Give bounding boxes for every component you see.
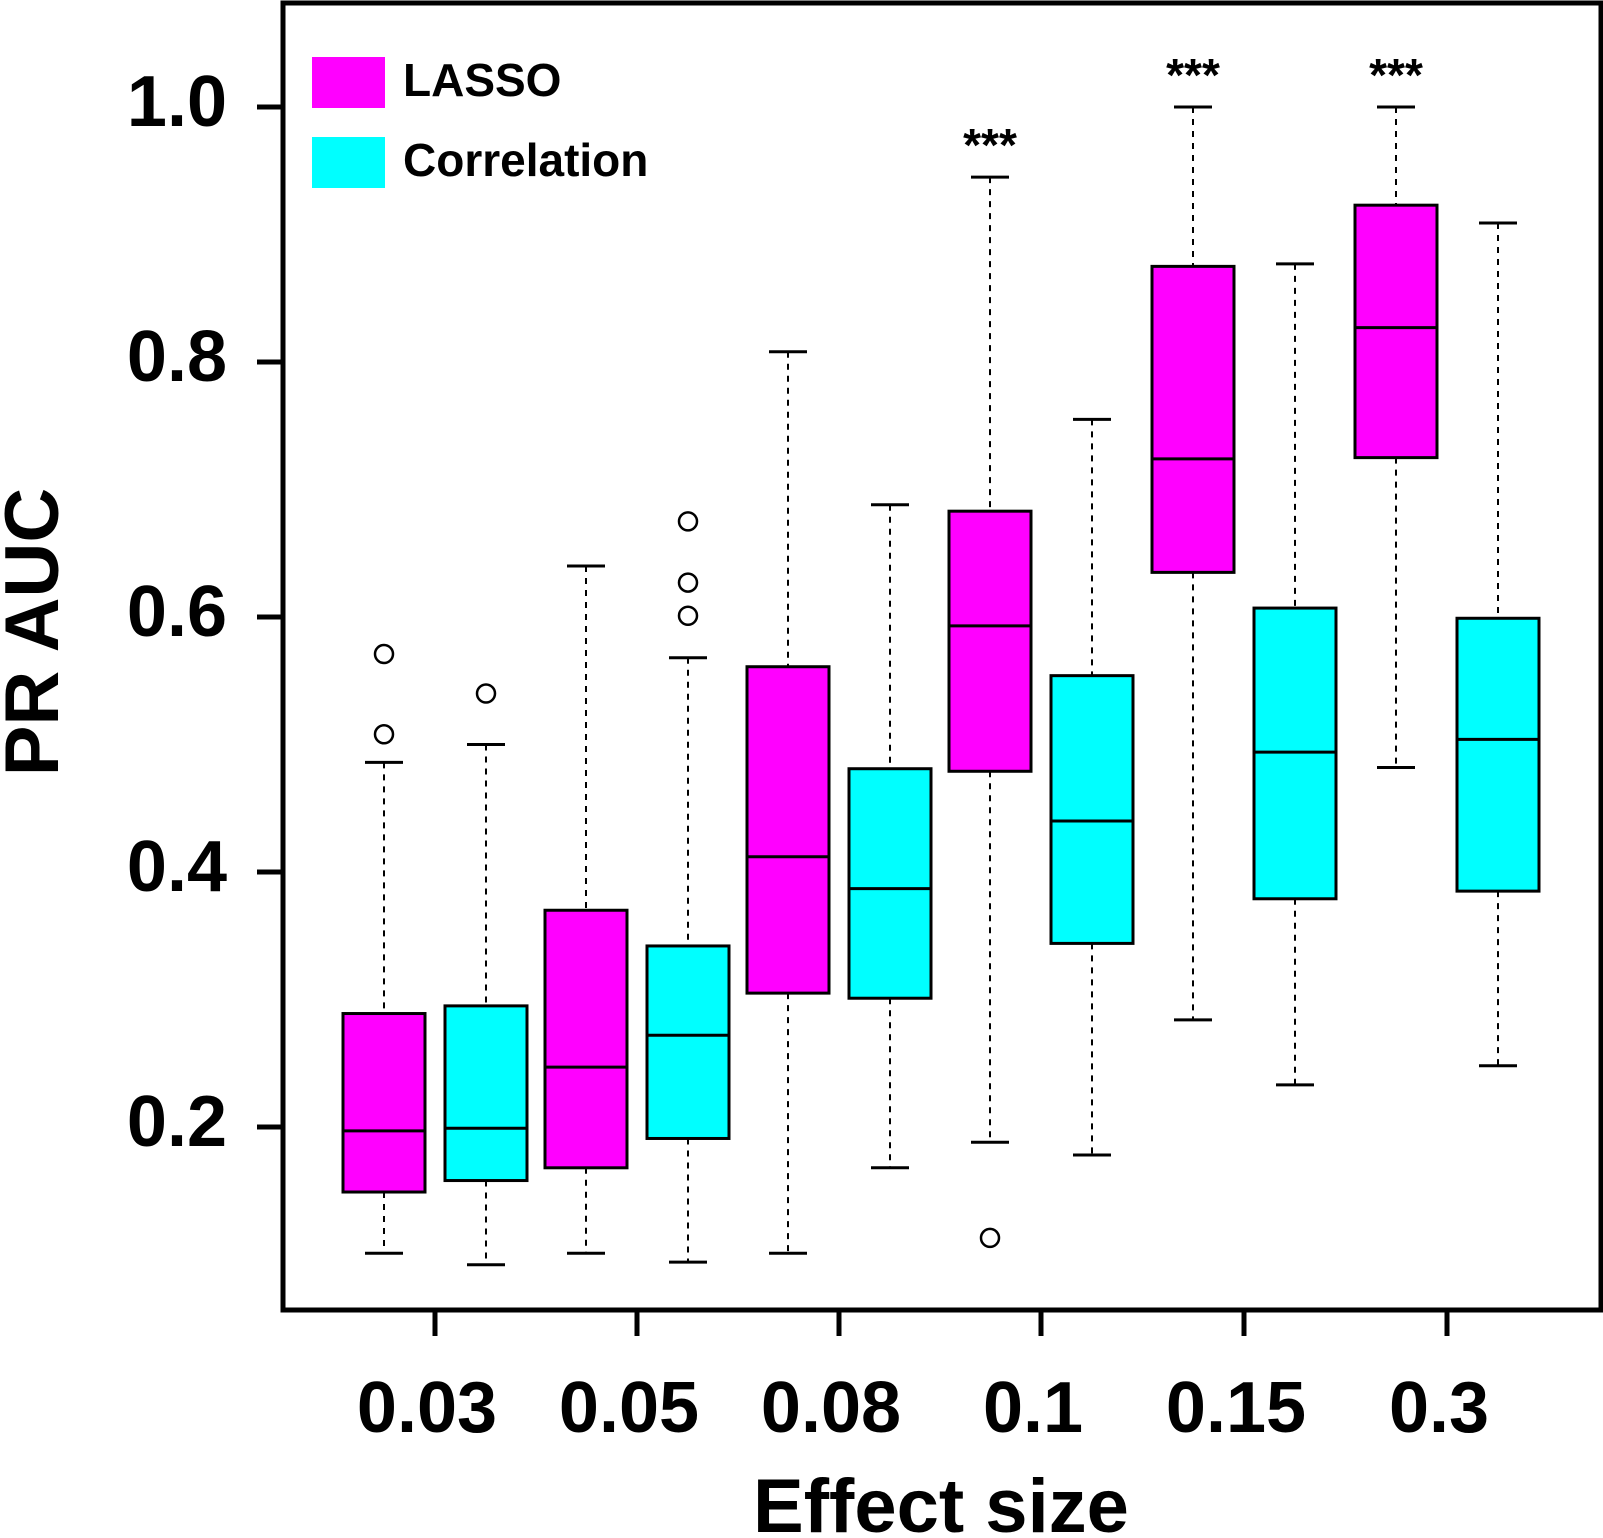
outlier-point — [373, 643, 395, 665]
box-iqr — [745, 665, 831, 995]
box-iqr — [1455, 616, 1541, 893]
box-iqr — [443, 1004, 529, 1183]
y-tick-label: 0.6 — [127, 572, 227, 652]
significance-marker: *** — [1369, 49, 1423, 101]
outlier-point — [979, 1227, 1001, 1249]
box-iqr — [1049, 674, 1135, 945]
x-axis-title: Effect size — [753, 1464, 1129, 1538]
y-tick-label: 0.2 — [127, 1082, 227, 1162]
y-tick-label: 0.4 — [127, 827, 227, 907]
outlier-point — [373, 724, 395, 745]
x-tick-label: 0.3 — [1389, 1368, 1489, 1448]
box-iqr — [1150, 264, 1236, 574]
x-tick-label: 0.05 — [559, 1368, 699, 1448]
box-iqr — [645, 944, 731, 1140]
y-axis-title: PR AUC — [0, 488, 75, 777]
box-correlation-0.03 — [443, 683, 529, 1267]
box-correlation-0.3 — [1455, 221, 1541, 1068]
box-lasso-0.08 — [745, 350, 831, 1255]
box-correlation-0.08 — [847, 503, 933, 1170]
x-tick-label: 0.03 — [357, 1368, 497, 1448]
legend-label-correlation: Correlation — [403, 134, 648, 186]
y-tick-label: 1.0 — [127, 62, 227, 142]
box-lasso-0.05 — [543, 564, 629, 1255]
plot-frame — [280, 0, 1603, 1313]
box-correlation-0.15 — [1252, 262, 1338, 1087]
x-tick-label: 0.15 — [1166, 1368, 1306, 1448]
box-iqr — [847, 767, 933, 1000]
box-correlation-0.05 — [645, 511, 731, 1264]
box-correlation-0.1 — [1049, 417, 1135, 1157]
box-iqr — [1353, 203, 1439, 460]
plot-area: *** *** *** — [341, 49, 1541, 1267]
x-tick-label: 0.1 — [983, 1368, 1083, 1448]
outlier-point — [677, 511, 699, 532]
box-iqr — [341, 1012, 427, 1194]
box-lasso-0.1 — [947, 175, 1033, 1249]
x-tick-label: 0.08 — [761, 1368, 901, 1448]
legend-swatch-correlation — [312, 137, 385, 188]
significance-marker: *** — [963, 119, 1017, 171]
box-lasso-0.15 — [1150, 105, 1236, 1022]
legend-label-lasso: LASSO — [403, 54, 561, 106]
box-lasso-0.3 — [1353, 105, 1439, 769]
outlier-point — [677, 605, 699, 626]
significance-marker: *** — [1166, 49, 1220, 101]
legend: LASSO Correlation — [312, 54, 648, 188]
outlier-point — [475, 683, 497, 704]
legend-swatch-lasso — [312, 57, 385, 108]
box-iqr — [947, 509, 1033, 773]
y-tick-label: 0.8 — [127, 317, 227, 397]
box-iqr — [543, 908, 629, 1170]
box-lasso-0.03 — [341, 643, 427, 1255]
outlier-point — [677, 572, 699, 593]
axes: 0.2 0.4 0.6 0.8 1.0 0.03 0.05 0.08 0.1 0.15 0.3 — [127, 0, 1603, 1448]
